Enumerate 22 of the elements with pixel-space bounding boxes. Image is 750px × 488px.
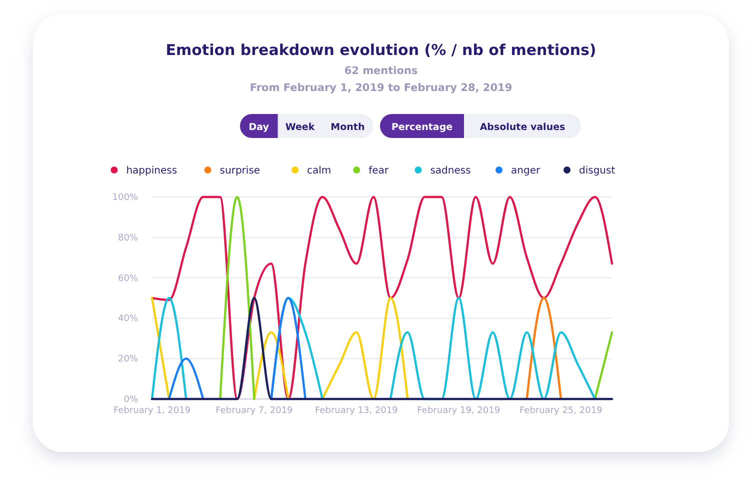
chart-title: Emotion breakdown evolution (% / nb of mentions)	[166, 41, 596, 59]
chart-subtitle: 62 mentions From February 1, 2019 to February 28, 2019	[250, 65, 512, 94]
legend-label: disgust	[579, 166, 616, 176]
y-tick-label: 40%	[118, 314, 138, 324]
legend-label: happiness	[126, 166, 178, 176]
legend-label: calm	[307, 166, 332, 176]
y-tick-label: 0%	[124, 395, 138, 405]
legend-label: surprise	[220, 166, 260, 176]
y-tick-label: 60%	[118, 274, 138, 284]
y-tick-label: 100%	[112, 193, 138, 203]
y-tick-label: 20%	[118, 354, 138, 365]
x-tick-label: February 19, 2019	[417, 406, 500, 416]
x-tick-label: February 13, 2019	[315, 406, 398, 416]
toggle-buttons: Day Week Month	[240, 114, 374, 138]
legend-label: sadness	[430, 166, 471, 176]
x-tick-label: February 7, 2019	[216, 406, 294, 416]
toggle-buttons: Percentage Absolute values	[380, 114, 581, 138]
legend-label: fear	[368, 166, 390, 176]
legend-label: anger	[511, 166, 541, 176]
x-tick-label: February 1, 2019	[113, 406, 191, 416]
x-tick-label: February 25, 2019	[519, 406, 603, 416]
y-tick-label: 80%	[118, 233, 138, 244]
